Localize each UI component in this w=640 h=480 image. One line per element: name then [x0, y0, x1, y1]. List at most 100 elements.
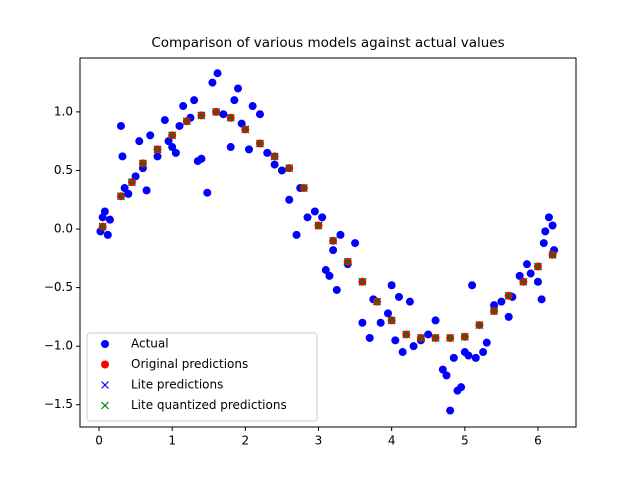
data-point	[197, 111, 206, 120]
data-point	[416, 334, 425, 342]
data-point	[534, 262, 542, 271]
data-point	[203, 188, 212, 197]
data-point	[537, 295, 546, 304]
y-tick-label: −1.0	[44, 339, 73, 353]
data-point	[182, 117, 191, 126]
data-point	[497, 297, 506, 306]
x-tick-label: 5	[461, 434, 469, 448]
legend-marker	[101, 401, 109, 410]
data-point	[442, 371, 451, 380]
data-point	[103, 230, 112, 239]
data-point	[526, 269, 535, 278]
data-point	[424, 330, 433, 339]
data-point	[138, 159, 147, 168]
y-tick-label: −0.5	[44, 280, 73, 294]
data-point	[226, 113, 235, 122]
data-point	[116, 121, 125, 130]
data-point	[376, 318, 385, 327]
data-point	[277, 166, 286, 175]
data-point	[179, 102, 188, 111]
data-point	[168, 143, 177, 152]
data-point	[387, 316, 396, 325]
data-point	[332, 285, 341, 294]
data-point	[468, 281, 477, 290]
y-tick-label: −1.5	[44, 397, 73, 411]
data-point	[168, 131, 177, 140]
data-point	[213, 69, 222, 78]
data-point	[533, 277, 542, 286]
legend-box	[86, 332, 318, 422]
y-tick-label: 0.0	[54, 222, 73, 236]
legend: Actual Original predictions Lite predictio…	[86, 332, 318, 422]
data-point	[128, 178, 136, 187]
data-point	[383, 309, 392, 318]
data-point	[117, 192, 125, 201]
data-point	[208, 78, 217, 87]
data-point	[539, 239, 548, 248]
data-point	[153, 152, 162, 161]
data-point	[504, 291, 513, 300]
data-point	[310, 207, 319, 216]
data-point	[329, 246, 338, 255]
data-point	[541, 227, 550, 236]
data-point	[373, 297, 381, 306]
x-tick-label: 2	[242, 434, 250, 448]
data-point	[391, 336, 400, 345]
data-point	[464, 351, 473, 360]
data-point	[241, 125, 250, 134]
data-point	[457, 383, 466, 392]
x-tick-label: 3	[315, 434, 323, 448]
data-point	[365, 333, 374, 342]
data-point	[438, 365, 447, 374]
data-point	[212, 107, 220, 116]
data-point	[244, 145, 253, 154]
data-point	[321, 266, 330, 275]
data-point	[175, 121, 184, 130]
data-point	[329, 236, 338, 245]
data-point	[118, 152, 127, 161]
legend-marker	[101, 381, 109, 389]
data-point	[548, 250, 557, 259]
data-point	[446, 406, 455, 415]
data-point	[226, 143, 235, 152]
chart-title: Comparison of various models against act…	[151, 35, 504, 51]
data-point	[255, 110, 264, 119]
data-point	[460, 332, 469, 341]
legend-label: Actual	[131, 337, 169, 351]
data-point	[237, 119, 246, 128]
data-point	[449, 353, 458, 362]
legend-label: Lite quantized predictions	[131, 398, 287, 412]
x-tick-label: 4	[388, 434, 396, 448]
data-point	[394, 292, 403, 301]
data-point	[446, 334, 455, 342]
data-point	[314, 221, 323, 230]
data-point	[431, 334, 440, 342]
data-point	[164, 137, 173, 146]
data-point	[190, 96, 199, 105]
data-point	[336, 230, 345, 239]
data-point	[131, 172, 140, 181]
data-point	[515, 271, 524, 280]
data-point	[398, 348, 407, 357]
data-point	[358, 277, 367, 286]
legend-label: Original predictions	[131, 357, 248, 371]
data-point	[100, 207, 109, 216]
data-point	[146, 131, 155, 140]
data-point	[153, 145, 162, 154]
data-point	[292, 230, 301, 239]
data-point	[270, 152, 279, 161]
data-point	[124, 189, 133, 198]
data-point	[504, 312, 513, 321]
data-point	[256, 139, 264, 148]
data-point	[490, 301, 499, 310]
data-point	[490, 307, 498, 315]
plot-frame	[79, 57, 577, 428]
x-tick-label: 0	[95, 434, 103, 448]
data-point	[248, 102, 257, 111]
data-point	[98, 222, 107, 231]
data-point	[303, 213, 312, 222]
data-point	[431, 316, 440, 325]
legend-marker	[101, 340, 109, 348]
data-point	[285, 195, 294, 204]
data-point	[351, 239, 360, 248]
